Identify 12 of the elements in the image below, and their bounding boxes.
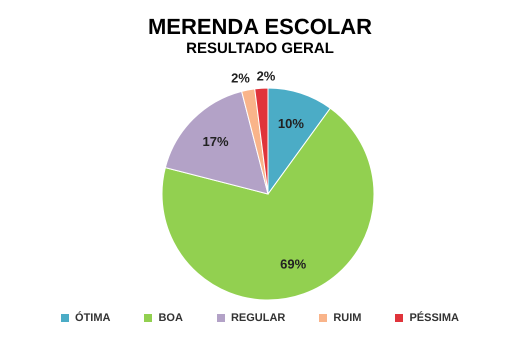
data-label: 2%	[231, 70, 250, 86]
chart-subtitle: RESULTADO GERAL	[185, 40, 335, 57]
chart-title: MERENDA ESCOLAR	[146, 13, 374, 40]
data-label: 69%	[280, 256, 307, 272]
legend-label: REGULAR	[230, 312, 286, 324]
legend-label: RUIM	[332, 312, 362, 324]
legend-label: PÉSSIMA	[408, 312, 459, 324]
data-label: 2%	[256, 68, 276, 84]
data-label: 10%	[278, 116, 304, 131]
legend-label: ÓTIMA	[74, 312, 110, 324]
data-label: 17%	[202, 134, 229, 150]
legend-label: BOA	[157, 312, 183, 324]
